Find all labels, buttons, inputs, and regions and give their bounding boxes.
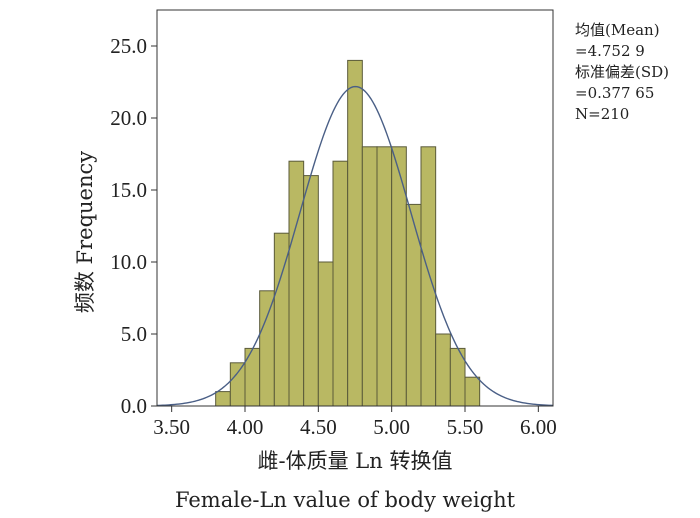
histogram-bar	[215, 391, 231, 407]
histogram-bar	[288, 160, 305, 407]
bars-group	[215, 59, 481, 407]
histogram-bar	[332, 160, 349, 407]
x-axis-label-english: Female-Ln value of body weight	[175, 488, 516, 512]
y-tick-label: 0.0	[121, 394, 147, 418]
y-tick-label: 25.0	[110, 34, 147, 58]
normal-curve	[156, 85, 554, 407]
histogram-bar	[347, 59, 363, 407]
histogram-bar	[244, 347, 261, 407]
y-tick-label: 15.0	[110, 178, 147, 202]
histogram-bar	[376, 146, 393, 407]
mean-value: =4.752 9	[575, 42, 645, 60]
x-axis: 3.50 4.00 4.50 5.00 5.50 6.00	[153, 406, 557, 439]
histogram-bar	[464, 376, 481, 407]
plot-frame	[156, 9, 554, 407]
histogram-bar	[391, 146, 407, 407]
x-tick-label: 5.50	[447, 415, 484, 439]
histogram-chart: 0.0 5.0 10.0 15.0 20.0 25.0 3.50 4.00 4.50 5.00 5…	[73, 9, 557, 512]
histogram-bar	[317, 261, 334, 407]
x-tick-label: 5.00	[373, 415, 410, 439]
histogram-bar	[405, 203, 422, 407]
y-axis-label: 频数 Frequency	[73, 151, 97, 313]
y-axis: 0.0 5.0 10.0 15.0 20.0 25.0	[110, 34, 157, 418]
mean-label: 均值(Mean)	[575, 21, 660, 39]
x-axis-label: 雌-体质量 Ln 转换值	[258, 449, 453, 473]
histogram-bar	[303, 175, 319, 407]
histogram-bar	[259, 290, 275, 407]
histogram-bar	[361, 146, 378, 407]
x-tick-label: 4.50	[300, 415, 337, 439]
histogram-bar	[420, 146, 437, 407]
histogram-bar	[435, 333, 451, 407]
sd-label: 标准偏差(SD)	[575, 63, 670, 81]
histogram-bar	[229, 362, 246, 407]
sample-size: N=210	[575, 105, 630, 123]
sd-value: =0.377 65	[575, 84, 655, 102]
x-tick-label: 3.50	[153, 415, 190, 439]
x-tick-label: 6.00	[520, 415, 557, 439]
statistics-legend: 均值(Mean) =4.752 9 标准偏差(SD) =0.377 65 N=2…	[575, 20, 669, 125]
y-tick-label: 20.0	[110, 106, 147, 130]
y-tick-label: 5.0	[121, 322, 147, 346]
x-tick-label: 4.00	[227, 415, 264, 439]
y-tick-label: 10.0	[110, 250, 147, 274]
